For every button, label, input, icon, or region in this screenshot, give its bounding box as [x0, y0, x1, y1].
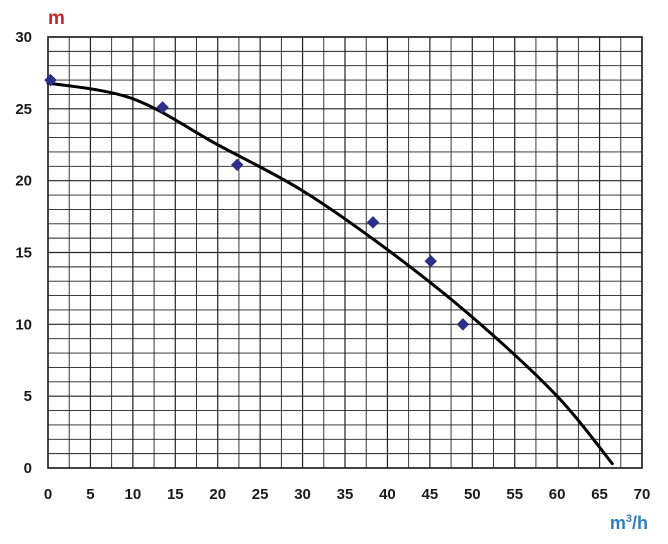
y-tick-label: 10 — [15, 316, 32, 333]
y-tick-label: 0 — [24, 460, 32, 477]
pump-curve-line — [46, 81, 614, 466]
x-tick-label: 10 — [125, 486, 142, 503]
data-point-diamond — [456, 317, 470, 331]
y-tick-label: 25 — [15, 101, 32, 118]
y-axis-unit: m — [48, 8, 65, 29]
data-point-diamond — [366, 215, 380, 229]
y-tick-label: 20 — [15, 173, 32, 190]
x-tick-label: 5 — [86, 486, 94, 503]
data-point-diamond — [424, 254, 438, 268]
x-tick-label: 45 — [422, 486, 439, 503]
marker-layer — [44, 73, 470, 331]
curve-layer — [46, 81, 614, 466]
x-axis-unit: m3/h — [610, 513, 648, 533]
x-tick-label: 0 — [44, 486, 52, 503]
x-tick-label: 55 — [506, 486, 523, 503]
y-tick-label: 5 — [24, 388, 32, 405]
x-tick-label: 65 — [591, 486, 608, 503]
x-tick-label: 20 — [209, 486, 226, 503]
y-tick-labels: 0 5 10 15 20 25 30 — [15, 29, 32, 477]
data-point-diamond — [44, 73, 57, 87]
x-tick-label: 40 — [379, 486, 396, 503]
x-tick-label: 70 — [634, 486, 651, 503]
x-tick-label: 25 — [252, 486, 269, 503]
plot-frame — [47, 36, 643, 469]
data-point-diamond — [156, 101, 169, 114]
x-tick-label: 35 — [337, 486, 354, 503]
data-point-diamond — [230, 158, 244, 172]
x-tick-label: 50 — [464, 486, 481, 503]
x-tick-label: 30 — [294, 486, 311, 503]
x-tick-label: 60 — [549, 486, 566, 503]
y-tick-label: 15 — [15, 245, 32, 262]
y-tick-label: 30 — [15, 29, 32, 46]
x-tick-label: 15 — [167, 486, 184, 503]
x-tick-labels: 0 5 10 15 20 25 30 35 40 45 50 55 60 65 70 — [44, 486, 651, 503]
